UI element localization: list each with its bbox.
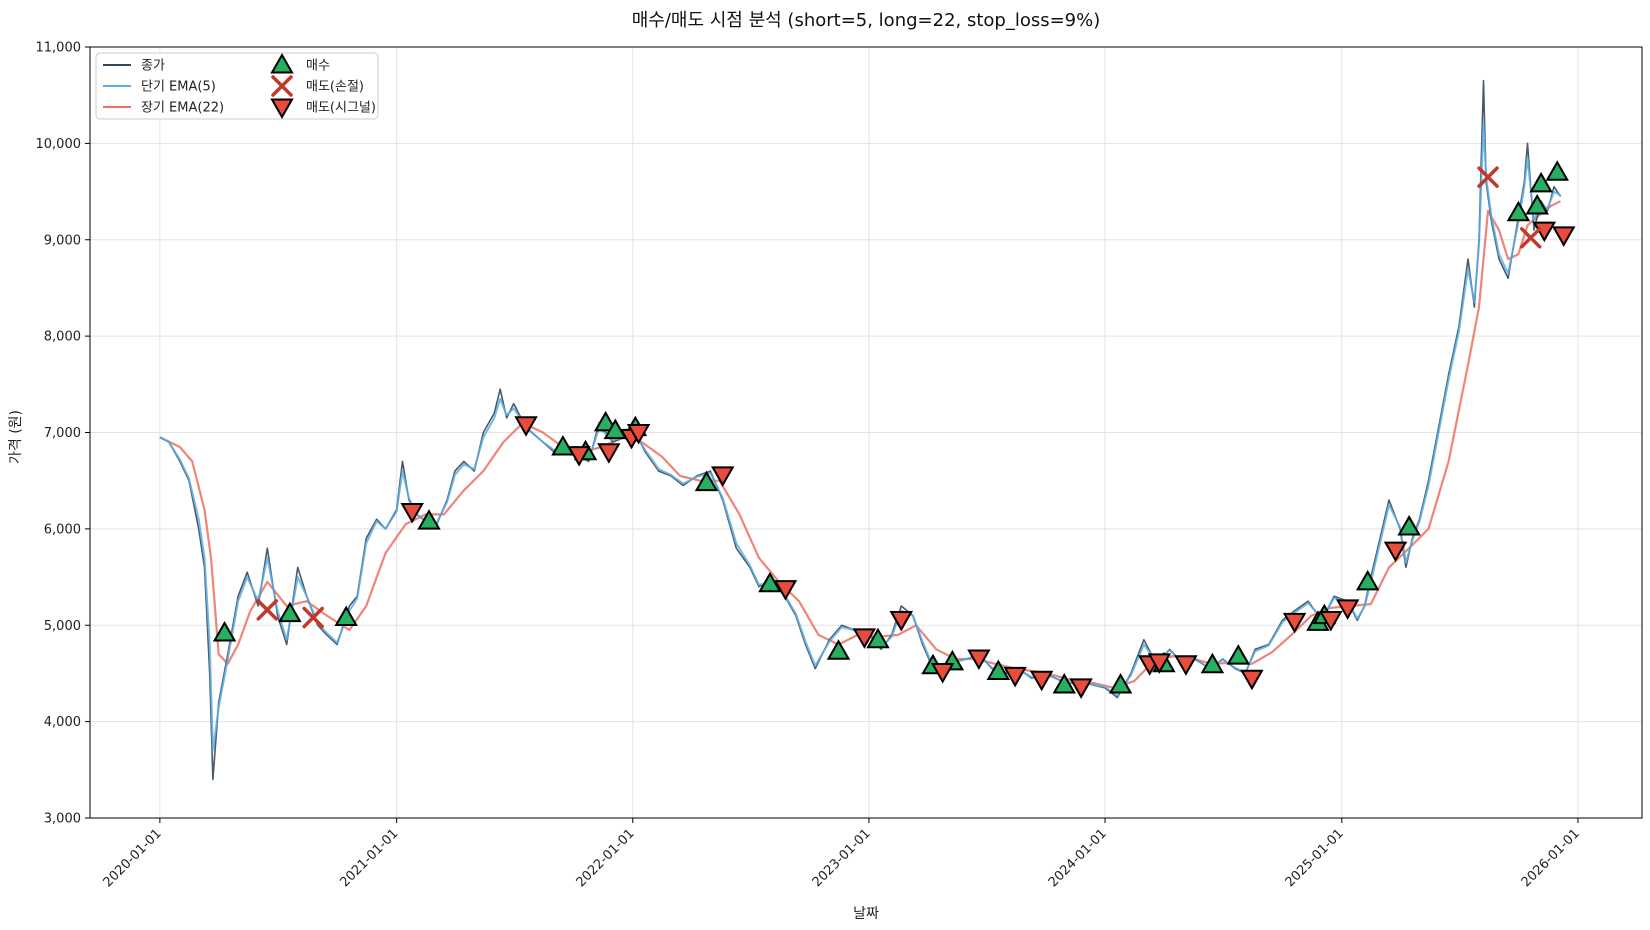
sell-signal-marker [1282,612,1307,634]
chart-title: 매수/매도 시점 분석 (short=5, long=22, stop_loss… [632,10,1101,31]
buy-marker [593,410,618,432]
buy-marker [758,571,782,593]
legend-box [95,52,379,120]
legend-label: 매수 [306,59,330,74]
x-tick-label: 2023-01-01 [810,826,874,890]
stop-loss-marker [1477,166,1499,188]
y-tick-label: 3,000 [44,812,81,827]
x-tick-label: 2021-01-01 [337,826,401,890]
sell-signal-marker [597,443,621,464]
stop-loss-stroke [256,599,279,621]
sell-signal-marker [1003,666,1027,688]
buy-marker [551,434,575,456]
buy-marker [866,627,890,649]
buy-marker [212,620,237,642]
stop-loss-stroke [1519,227,1542,249]
sell-signal-marker [773,580,798,601]
sell-signal-marker [710,466,735,487]
legend-buy-marker [270,52,294,74]
y-tick-label: 6,000 [44,522,81,537]
buy-marker [1108,672,1133,694]
buy-marker [1545,160,1569,181]
legend-label: 단기 EMA(5) [141,80,216,95]
sell-signal-marker [1174,655,1198,676]
stop-loss-marker [256,599,279,621]
sell-signal-marker [1147,653,1172,674]
sell-signal-marker [1240,669,1264,691]
sell-signal-marker [852,628,877,649]
buy-marker [826,639,851,660]
sell-signal-marker [1029,670,1054,692]
sell-signal-marker [1335,599,1360,620]
series-lines [159,79,1562,781]
buy-marker [1506,200,1531,222]
stop-loss-stroke [271,75,293,97]
trade-signals [212,160,1576,699]
buy-marker [334,605,358,627]
buy-marker [1226,644,1251,665]
sell-signal-marker [626,424,651,445]
buy-marker [1397,514,1421,536]
buy-marker [1529,171,1553,193]
y-axis-label: 가격 (원) [8,410,24,464]
sell-signal-marker [930,663,955,684]
x-tick-label: 2022-01-01 [574,826,638,890]
x-tick-label: 2026-01-01 [1519,826,1583,890]
sell-signal-marker [1383,541,1408,563]
buy-marker [1200,652,1225,674]
y-tick-label: 4,000 [44,715,81,730]
grid-lines [90,46,1642,819]
y-tick-label: 7,000 [44,426,81,441]
stop-loss-marker [302,606,324,629]
stop-loss-stroke [302,606,324,629]
stop-loss-marker [1519,227,1542,249]
y-tick-label: 11,000 [36,41,82,56]
x-axis-label: 날짜 [853,906,879,922]
y-tick-label: 9,000 [44,233,81,248]
x-tick-label: 2025-01-01 [1283,826,1347,890]
sell-signal-marker [567,446,591,467]
stop-loss-stroke [1477,166,1499,188]
x-tick-label: 2020-01-01 [101,826,165,890]
y-tick-label: 8,000 [44,330,81,345]
sell-signal-marker [1069,678,1093,699]
legend-sell-signal-marker [270,98,294,120]
x-tick-label: 2024-01-01 [1046,826,1110,890]
buy-marker [986,659,1011,681]
legend-label: 종가 [141,59,165,74]
sell-signal-marker [889,610,913,632]
sell-signal-marker [400,503,424,524]
buy-marker [694,470,719,492]
buy-marker [1355,569,1380,591]
axis-ticks: 3,000 4,000 5,000 6,000 7,000 8,000 9,000 10,00… [36,41,1583,891]
legend-label: 매도(시그널) [306,101,376,116]
buy-marker [417,509,441,530]
series-line-close [159,79,1562,781]
series-line-ema-short [159,123,1562,752]
legend-label: 장기 EMA(22) [141,101,224,116]
sell-signal-marker [1551,226,1576,247]
y-tick-label: 10,000 [36,137,82,152]
buy-marker [1525,194,1549,215]
y-tick-label: 5,000 [44,619,81,634]
legend-stop-loss-marker [271,75,293,97]
sell-signal-marker [514,416,538,437]
sell-signal-marker [1319,610,1343,632]
legend-label: 매도(손절) [306,80,364,95]
buy-marker [1052,672,1077,694]
buy-marker [278,601,302,623]
sell-signal-marker [967,649,991,671]
